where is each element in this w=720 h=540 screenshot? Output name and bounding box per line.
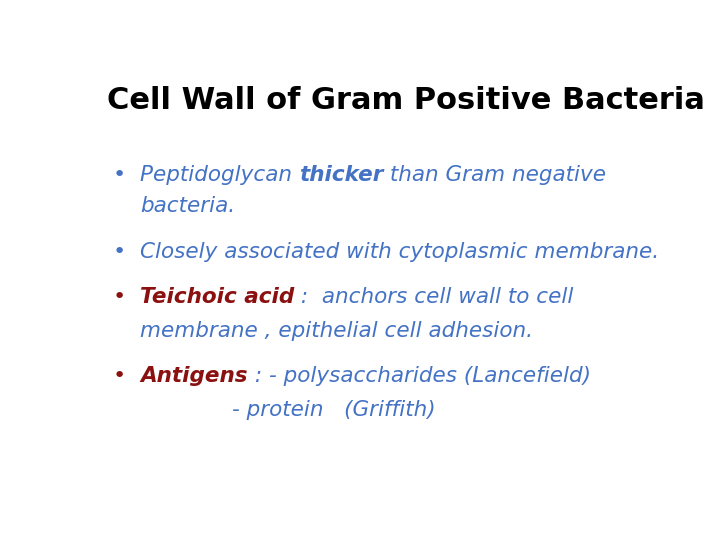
Text: bacteria.: bacteria. — [140, 196, 235, 216]
Text: •: • — [112, 241, 125, 261]
Text: Cell Wall of Gram Positive Bacteria: Cell Wall of Gram Positive Bacteria — [107, 85, 705, 114]
Text: Closely associated with cytoplasmic membrane.: Closely associated with cytoplasmic memb… — [140, 241, 660, 261]
Text: : - polysaccharides (Lancefield): : - polysaccharides (Lancefield) — [248, 366, 590, 386]
Text: Peptidoglycan: Peptidoglycan — [140, 165, 299, 185]
Text: - protein   (Griffith): - protein (Griffith) — [233, 400, 436, 420]
Text: •: • — [112, 366, 125, 386]
Text: •: • — [112, 165, 125, 185]
Text: Antigens: Antigens — [140, 366, 248, 386]
Text: than Gram negative: than Gram negative — [384, 165, 606, 185]
Text: Teichoic acid: Teichoic acid — [140, 287, 294, 307]
Text: thicker: thicker — [299, 165, 384, 185]
Text: •: • — [112, 287, 125, 307]
Text: :  anchors cell wall to cell: : anchors cell wall to cell — [294, 287, 574, 307]
Text: membrane , epithelial cell adhesion.: membrane , epithelial cell adhesion. — [140, 321, 534, 341]
